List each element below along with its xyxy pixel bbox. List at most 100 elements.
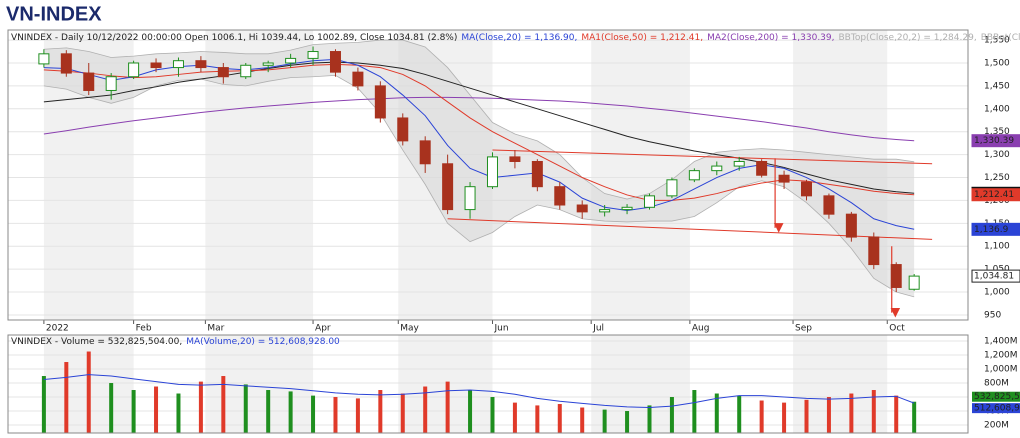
volume-bar	[266, 390, 271, 433]
volume-tag-label: 512,608,9	[974, 404, 1020, 414]
price-tag	[971, 222, 1020, 236]
volume-bar	[894, 395, 899, 433]
candle-body	[711, 165, 723, 172]
y-tick-label: 1,400	[984, 104, 1010, 114]
candle-body	[756, 160, 768, 176]
y-tick-label: 1,550	[984, 36, 1010, 46]
candle-body	[733, 160, 745, 167]
candle-body	[329, 51, 341, 73]
volume-bar	[198, 381, 203, 433]
x-tick-label: Apr	[315, 324, 331, 334]
volume-bar	[423, 386, 428, 433]
volume-bar	[355, 398, 360, 433]
candle-body	[150, 62, 162, 69]
x-tick-label: Aug	[692, 324, 710, 334]
ma-line	[43, 74, 915, 298]
price-tag	[971, 134, 1020, 148]
candle-body	[217, 67, 229, 78]
candle-body	[285, 57, 297, 64]
candle-body	[531, 160, 543, 188]
x-tick-label: Jun	[493, 324, 508, 334]
volume-bar	[445, 381, 450, 433]
candle-body	[576, 204, 588, 213]
volume-bar	[288, 391, 293, 433]
candle-body	[128, 62, 140, 78]
volume-bar	[804, 399, 809, 433]
y-tick-label: 1,200M	[984, 351, 1018, 361]
y-tick-label: 1,100	[984, 242, 1010, 252]
candle-body	[823, 195, 835, 215]
legend-entry: MA1(Close,50) = 1,212.41,	[581, 33, 703, 43]
candle-body	[262, 62, 274, 66]
volume-bar	[468, 390, 473, 433]
candle-body	[908, 275, 920, 290]
volume-bar	[86, 351, 91, 433]
candle-body	[845, 213, 857, 238]
candle-body	[38, 53, 50, 65]
price-frame	[7, 29, 969, 321]
band-fill	[43, 40, 915, 297]
volume-bar	[176, 393, 181, 433]
volume-bar	[535, 405, 540, 433]
price-tag	[971, 269, 1020, 283]
volume-bar	[669, 397, 674, 433]
volume-bar	[602, 409, 607, 433]
chart-title: VN-INDEX	[6, 3, 102, 25]
x-tick-label: Oct	[889, 324, 905, 334]
candle-body	[643, 195, 655, 208]
volume-tag	[972, 403, 1020, 414]
y-tick-label: 1,000	[984, 288, 1010, 298]
y-tick-label: 1,250	[984, 173, 1010, 183]
volume-bar	[714, 393, 719, 433]
volume-bar	[512, 402, 517, 433]
candle-body	[442, 163, 454, 211]
volume-bar	[41, 376, 46, 433]
volume-bar	[557, 404, 562, 433]
volume-bar	[849, 393, 854, 433]
x-tick-label: May	[400, 324, 419, 334]
candle-body	[688, 170, 700, 181]
y-tick-label: 1,400M	[984, 337, 1018, 347]
ma-line	[43, 39, 915, 200]
volume-bar	[333, 397, 338, 433]
volume-bar	[400, 393, 405, 433]
x-tick-label: Feb	[136, 324, 152, 334]
price-tag-label: 1,136.9	[974, 225, 1009, 235]
month-shade	[398, 335, 493, 433]
price-tag-label: 1,212.41	[974, 190, 1014, 200]
volume-legend: VNINDEX - Volume = 532,825,504.00, MA(Vol…	[11, 337, 340, 347]
y-tick-label: 950	[984, 310, 1001, 320]
volume-bar	[378, 390, 383, 433]
volume-bar	[154, 386, 159, 433]
volume-tag-label: 532,825,5	[974, 392, 1020, 402]
volume-bar	[580, 407, 585, 433]
volume-ma-line	[43, 374, 915, 409]
ma-line	[43, 63, 915, 201]
candle-body	[666, 179, 678, 197]
volume-bar	[131, 390, 136, 433]
candle-body	[105, 76, 117, 91]
volume-bar	[64, 362, 69, 433]
volume-legend-ma: MA(Volume,20) = 512,608,928.00	[186, 337, 340, 347]
volume-bar	[625, 411, 630, 433]
volume-bar	[243, 384, 248, 433]
y-tick-label: 1,500	[984, 58, 1010, 68]
volume-frame	[7, 334, 969, 434]
x-tick-label: 2022	[46, 324, 69, 334]
candle-body	[374, 85, 386, 119]
candle-body	[60, 53, 72, 74]
month-shade	[591, 30, 690, 320]
x-tick-label: Jul	[592, 324, 604, 334]
candle-body	[83, 72, 95, 91]
candle-body	[307, 51, 319, 59]
volume-bar	[826, 397, 831, 433]
candle-body	[890, 264, 902, 288]
candle-body	[778, 174, 790, 183]
candle-body	[868, 236, 880, 266]
candle-body	[419, 140, 431, 165]
volume-bar	[490, 397, 495, 433]
candle-body	[464, 186, 476, 211]
volume-bar	[912, 401, 917, 433]
price-tag-label: 1,330.39	[974, 136, 1014, 146]
